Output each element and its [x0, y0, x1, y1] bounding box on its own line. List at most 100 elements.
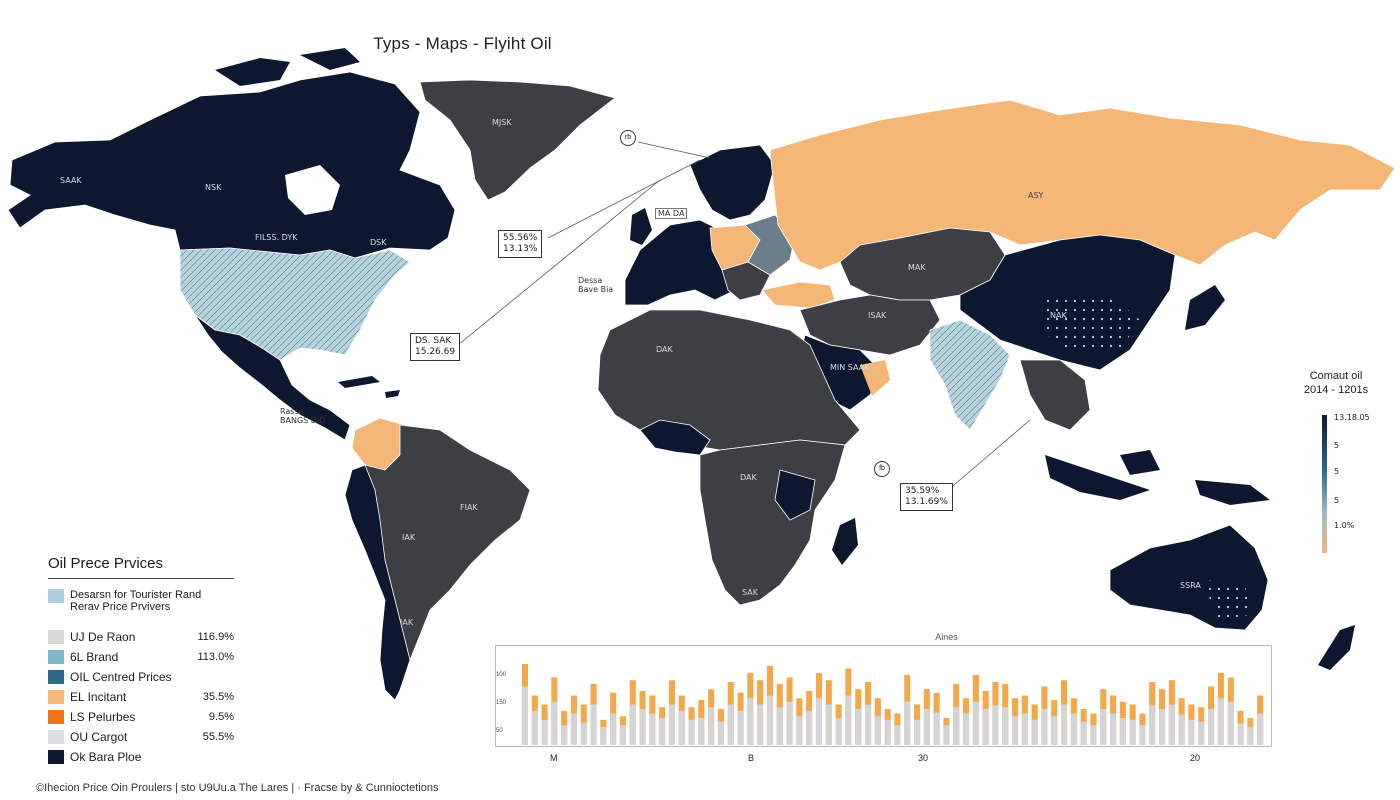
southeast-asia[interactable]: [1019, 359, 1091, 431]
callout-lines: [457, 141, 1031, 491]
legend-item[interactable]: OIL Centred Prices: [48, 667, 234, 687]
bar-gray: [561, 725, 568, 745]
callout-line-2: 15.26.69: [415, 347, 456, 357]
bar-gray: [806, 710, 813, 745]
scale-tick-2: 5: [1334, 467, 1340, 476]
bar-gray: [992, 705, 999, 745]
label-greenland: MJSK: [492, 118, 512, 127]
bar-gray: [541, 719, 548, 745]
legend-title: Oil Prece Prvices: [48, 555, 234, 579]
bar-gray: [1012, 716, 1019, 745]
legend-item[interactable]: OU Cargot 55.5%: [48, 727, 234, 747]
uk[interactable]: [630, 208, 652, 245]
bar-gray: [1159, 709, 1166, 745]
callout-box-europe[interactable]: 55.56% 13.13%: [498, 230, 543, 258]
bar-gray: [1198, 721, 1205, 745]
bar-gray: [1227, 701, 1234, 745]
west-africa-dark[interactable]: [639, 419, 711, 456]
oman[interactable]: [860, 360, 890, 396]
bar-gray: [521, 686, 528, 745]
hudson-bay: [285, 165, 340, 215]
bar-gray: [865, 704, 872, 745]
legend-desc-swatch: [48, 589, 64, 603]
bar-gray: [963, 713, 970, 745]
callout-circle-indian[interactable]: fb: [874, 461, 890, 477]
label-brazil: FIAK: [460, 503, 478, 512]
bar-gray: [1031, 719, 1038, 745]
bar-gray: [943, 725, 950, 745]
bar-gray: [757, 704, 764, 745]
label-canada-south: FILSS. DYK: [255, 233, 298, 242]
legend-item[interactable]: LS Pelurbes 9.5%: [48, 707, 234, 727]
bar-gray: [1139, 725, 1146, 745]
andes-strip[interactable]: [344, 464, 411, 701]
india[interactable]: [929, 319, 1011, 431]
new-zealand[interactable]: [1318, 625, 1355, 670]
bar-gray: [708, 707, 715, 745]
russia[interactable]: [769, 99, 1396, 271]
x-tick-0: M: [550, 753, 558, 763]
label-alaska: SAAK: [60, 176, 82, 185]
legend-desc-line-2: Rerav Price Prvivers: [70, 601, 171, 613]
legend-item[interactable]: 6L Brand 113.0%: [48, 647, 234, 667]
scandinavia[interactable]: [689, 144, 776, 221]
callout-box-atlantic[interactable]: DS. SAK 15.26.69: [410, 333, 461, 361]
legend-description: Desarsn for Tourister Rand Rerav Price P…: [48, 589, 234, 613]
map-title: Typs - Maps - Flyiht Oil: [373, 34, 552, 53]
scale-tick-0: 13.18.05: [1334, 413, 1370, 422]
bar-gray: [1070, 713, 1077, 745]
bar-gray: [551, 701, 558, 745]
label-andes: IAK: [402, 533, 416, 542]
china-dots: [1040, 295, 1140, 352]
bar-gray: [1188, 719, 1195, 745]
bar-gray: [835, 718, 842, 745]
bar-gray: [737, 710, 744, 745]
bar-gray: [904, 701, 911, 745]
indonesia[interactable]: [1045, 450, 1270, 505]
greenland[interactable]: [419, 79, 616, 201]
legend-swatch: [48, 710, 64, 724]
balkans[interactable]: [721, 261, 771, 301]
caribbean: [338, 376, 400, 398]
east-africa-dark[interactable]: [774, 469, 816, 521]
legend-item[interactable]: EL Incitant 35.5%: [48, 687, 234, 707]
x-tick-1: B: [748, 753, 755, 763]
turkey[interactable]: [761, 281, 836, 309]
legend: Oil Prece Prvices Desarsn for Tourister …: [48, 555, 234, 767]
bar-gray: [531, 710, 538, 745]
bar-gray: [923, 709, 930, 745]
arctic-islands: [215, 48, 395, 110]
bar-gray: [1237, 723, 1244, 745]
bar-gray: [747, 698, 754, 745]
x-tick-2: 30: [918, 753, 929, 763]
label-russia: ASY: [1028, 191, 1044, 200]
legend-items: UJ De Raon 116.9% 6L Brand 113.0% OIL Centre…: [48, 627, 234, 767]
label-quebec: DSK: [370, 238, 387, 247]
central-southern-africa[interactable]: [699, 439, 846, 606]
callout-line-1: 55.56%: [503, 233, 538, 243]
alaska-canada-region[interactable]: [7, 71, 456, 259]
bar-gray: [580, 722, 587, 745]
legend-item-value: 9.5%: [208, 711, 234, 723]
mexico[interactable]: [194, 314, 351, 441]
bar-gray: [1119, 718, 1126, 745]
scale-tick-1: 5: [1334, 441, 1340, 450]
legend-swatch: [48, 730, 64, 744]
note-line-2: BANGS DID: [280, 416, 326, 425]
legend-item[interactable]: Ok Bara Ploe: [48, 747, 234, 767]
japan[interactable]: [1185, 285, 1225, 330]
bar-gray: [1002, 707, 1009, 745]
bar-gray: [659, 718, 666, 745]
note-line-1: Rasse: [280, 407, 304, 416]
x-tick-3: 20: [1190, 753, 1201, 763]
callout-box-indian[interactable]: 35.59% 13.1.69%: [900, 483, 953, 511]
legend-item[interactable]: UJ De Raon 116.9%: [48, 627, 234, 647]
bar-gray: [796, 716, 803, 745]
bar-gray: [688, 719, 695, 745]
madagascar[interactable]: [832, 518, 858, 565]
callout-circle-top[interactable]: rb: [620, 130, 636, 146]
label-middle-east: ISAK: [868, 311, 887, 320]
bar-gray: [639, 709, 646, 745]
color-scale-title: Comaut oil 2014 - 1201s: [1286, 369, 1386, 397]
bar-gray: [1061, 704, 1068, 745]
